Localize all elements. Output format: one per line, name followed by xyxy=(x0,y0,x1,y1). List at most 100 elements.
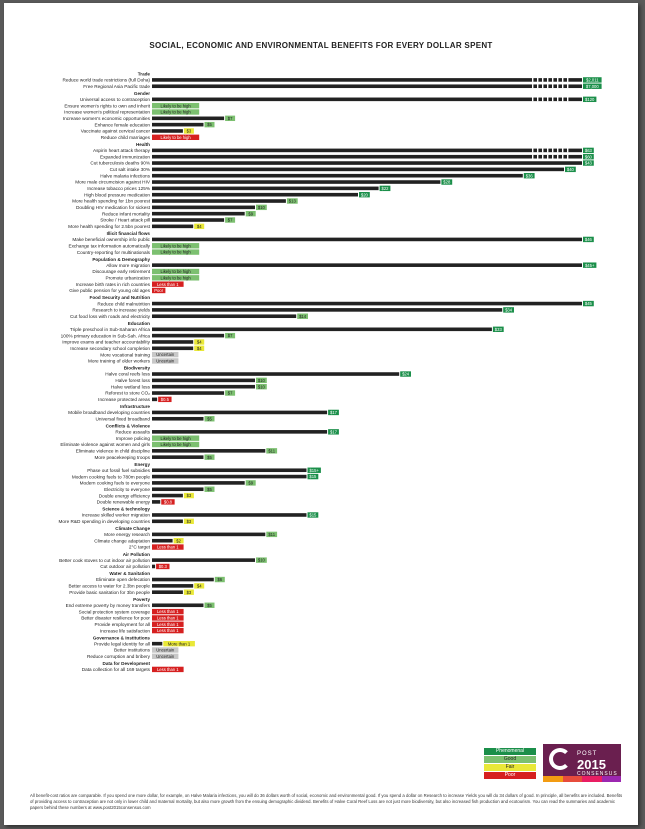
bar-break xyxy=(557,148,559,153)
bar xyxy=(152,513,307,517)
value-label: $2,011 xyxy=(586,78,599,83)
value-label: Likely to be high xyxy=(160,243,191,248)
bar xyxy=(152,449,266,453)
value-label: $36 xyxy=(526,173,534,178)
bar-break xyxy=(547,148,549,153)
row-label: Cut outdoor air pollution xyxy=(100,564,150,569)
bar xyxy=(152,500,161,504)
row-label: Better cook stoves to cut indoor air pol… xyxy=(59,558,150,563)
logo-text-bottom: CONSENSUS xyxy=(577,771,618,777)
row-label: Reduce child malnutrition xyxy=(97,301,150,306)
value-tag xyxy=(152,653,179,660)
value-label: $5 xyxy=(207,487,212,492)
bar xyxy=(152,641,163,646)
value-tag xyxy=(583,77,602,83)
row-label: Provide employment for all xyxy=(95,622,151,627)
logo-color-strip xyxy=(543,776,621,782)
footnote: All benefit-cost ratios are comparable. … xyxy=(30,793,623,810)
legend-item-poor: Poor xyxy=(484,772,536,779)
row-label: Double energy efficiency xyxy=(99,493,151,498)
row-label: Discourage early retirement xyxy=(92,269,150,274)
value-label: Likely to be high xyxy=(160,436,191,441)
bar xyxy=(152,161,582,165)
row-label: More energy research xyxy=(104,532,150,537)
value-label: Likely to be high xyxy=(160,250,191,255)
row-label: Increase skilled worker migration xyxy=(82,513,151,518)
bar-break xyxy=(537,154,539,159)
value-label: $46 xyxy=(585,237,593,242)
row-label: Social protection system coverage xyxy=(79,609,151,614)
value-tag xyxy=(194,223,205,230)
value-tag xyxy=(194,583,205,589)
bar-break xyxy=(547,84,549,89)
bar xyxy=(152,97,582,102)
bar xyxy=(152,78,582,82)
bar xyxy=(152,558,255,562)
value-label: $9 xyxy=(248,211,253,216)
value-tag xyxy=(379,185,391,192)
value-tag xyxy=(152,102,200,109)
value-label: Less than 1 xyxy=(157,667,179,672)
bar-break xyxy=(532,84,534,89)
bar-break xyxy=(562,84,564,89)
bar xyxy=(152,378,255,383)
value-label: $2 xyxy=(176,538,181,543)
row-label: Halve coral reefs loss xyxy=(105,372,150,377)
value-tag xyxy=(158,396,172,403)
value-label: $15 xyxy=(309,513,317,518)
bar xyxy=(152,167,564,172)
row-label: Vaccinate against cervical cancer xyxy=(81,129,151,134)
value-tag xyxy=(183,589,194,595)
value-tag xyxy=(152,275,200,281)
row-label: Doubling HIV medication for sickest xyxy=(76,205,151,210)
bar xyxy=(152,173,523,178)
value-label: $0.3 xyxy=(159,564,168,569)
value-tag xyxy=(152,615,184,621)
row-label: Data collection for all 169 targets xyxy=(82,667,151,672)
bar xyxy=(152,603,204,608)
value-label: $34 xyxy=(505,307,513,312)
value-label: $7 xyxy=(228,116,233,121)
value-label: Less than 1 xyxy=(157,616,179,621)
row-label: Allow more migration xyxy=(106,263,150,268)
value-tag xyxy=(245,480,256,486)
group-header: Water & Sanitation xyxy=(109,571,150,576)
value-tag xyxy=(583,236,594,243)
value-tag xyxy=(152,134,200,141)
row-label: More peacekeeping troops xyxy=(94,455,150,460)
legend-item-phenomenal: Phenomenal xyxy=(484,748,536,755)
bar xyxy=(152,532,266,537)
value-label: Likely to be high xyxy=(160,110,191,115)
group-header: Food Security and Nutrition xyxy=(90,295,151,300)
row-label: Provide basic sanitation for 3bn people xyxy=(69,590,150,595)
value-tag xyxy=(583,147,594,154)
bar xyxy=(152,372,400,376)
bar xyxy=(152,84,582,89)
row-label: Cut food loss with roads and electricity xyxy=(70,314,151,319)
bar xyxy=(152,263,582,267)
value-label: Likely to be high xyxy=(160,135,191,140)
row-label: High blood pressure medication xyxy=(84,192,150,197)
bar-break xyxy=(547,97,549,102)
row-label: More R&D spending in developing countrie… xyxy=(59,519,151,524)
value-label: $5 xyxy=(207,603,212,608)
value-label: Likely to be high xyxy=(160,103,191,108)
value-tag xyxy=(400,371,411,377)
bar-break xyxy=(547,154,549,159)
row-label: Modern cooking fuels to everyone xyxy=(80,481,151,486)
value-tag xyxy=(359,191,370,198)
value-label: $3 xyxy=(187,519,192,524)
value-label: $10 xyxy=(258,384,266,389)
value-label: $7 xyxy=(228,391,233,396)
value-label: $11 xyxy=(268,532,275,537)
row-label: Halve wetland loss xyxy=(111,384,151,389)
bar xyxy=(152,474,307,479)
value-tag xyxy=(307,512,319,518)
value-label: $4 xyxy=(197,340,202,345)
value-label: Uncertain xyxy=(156,352,175,357)
value-label: Less than 1 xyxy=(157,545,179,550)
value-tag xyxy=(307,473,319,480)
bar xyxy=(152,564,156,569)
value-tag xyxy=(152,647,179,653)
value-tag xyxy=(225,115,236,122)
